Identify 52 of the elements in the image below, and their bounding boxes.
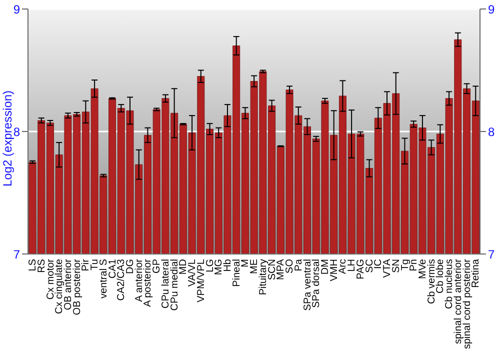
x-tick-label: MPA <box>276 258 287 280</box>
x-tick-label: LH <box>346 259 358 272</box>
x-tick-label: Tg <box>400 259 411 271</box>
x-tick-label: VPM/VPL <box>196 258 207 302</box>
x-tick-label: Pa <box>293 258 304 272</box>
y-tick-label: 9 <box>13 2 20 16</box>
x-tick-label: CA2/CA3 <box>116 258 128 301</box>
x-tick-label: GP <box>152 258 163 274</box>
x-tick-label: RS <box>36 258 48 273</box>
x-tick-label: spinal cord anterior <box>452 258 464 344</box>
y2-tick-label: 8 <box>488 124 495 139</box>
x-tick-label: CA1 <box>107 258 118 278</box>
x-tick-label: SCN <box>266 259 278 280</box>
x-tick-label: A anterior <box>134 258 145 302</box>
y2-tick-label: 9 <box>488 2 495 16</box>
x-tick-label: Cb lobe <box>435 258 446 294</box>
x-tick-label: VTA <box>382 258 394 278</box>
x-tick-label: SO <box>284 258 296 274</box>
y-axis-title: Log2 (expression) <box>0 90 14 186</box>
x-tick-label: CPu lateral <box>160 259 172 308</box>
x-tick-label: Pineal <box>231 259 242 287</box>
x-tick-label: Pituitary <box>258 259 269 296</box>
x-tick-label: PAG <box>355 258 366 280</box>
y2-tick-label: 7 <box>488 247 495 262</box>
x-tick-label: DM <box>320 259 331 275</box>
x-tick-label: ME <box>249 258 260 274</box>
x-tick-label: OB anterior <box>62 258 74 310</box>
x-tick-label: Arc <box>338 259 349 274</box>
y-tick-label: 8 <box>13 124 20 139</box>
x-tick-label: spinal cord posterior <box>462 258 473 350</box>
x-tick-label: DG <box>125 258 136 274</box>
x-tick-label: CPu medial <box>169 259 180 311</box>
x-tick-label: Retina <box>470 258 482 288</box>
x-tick-label: M <box>240 259 252 268</box>
x-tick-label: OB posterior <box>72 258 83 316</box>
x-tick-label: MVe <box>417 258 428 280</box>
x-tick-label: Tu <box>90 259 101 270</box>
x-tick-label: LG <box>204 258 216 272</box>
x-tick-label: SN <box>390 259 402 273</box>
x-tick-label: VMH <box>328 259 340 282</box>
x-tick-label: Pn <box>408 259 420 272</box>
x-tick-label: A posterior <box>142 258 154 307</box>
y-tick-label: 7 <box>13 247 20 262</box>
x-tick-label: SPa dorsal <box>311 259 322 308</box>
x-tick-label: Cx cingulate <box>54 258 66 314</box>
x-tick-label: LS <box>28 258 39 272</box>
x-tick-label: Cb nucleus <box>444 259 456 310</box>
x-tick-label: Pir <box>80 258 92 272</box>
x-tick-label: ventral S <box>98 258 110 298</box>
x-tick-label: Hb <box>222 258 234 272</box>
x-tick-label: IC <box>373 259 384 269</box>
x-tick-label: SC <box>364 259 376 273</box>
